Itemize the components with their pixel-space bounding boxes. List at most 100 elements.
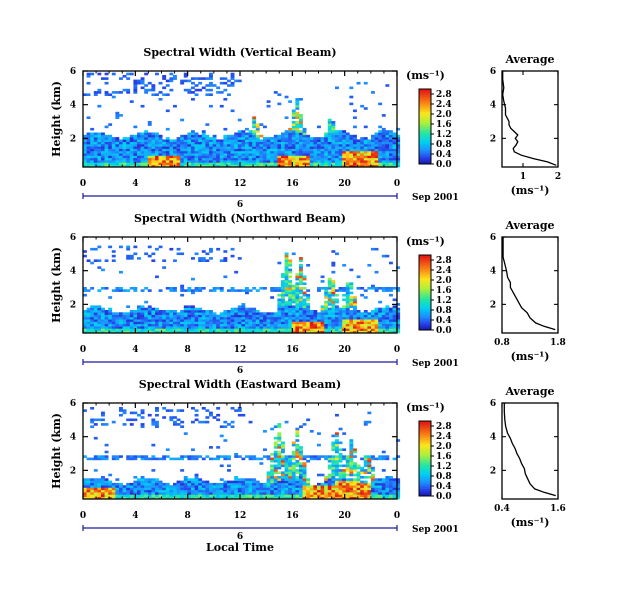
heatmap-cell (173, 75, 177, 78)
heatmap-cell (345, 314, 350, 318)
heatmap-cell (299, 323, 303, 327)
heatmap-cell (392, 141, 397, 145)
heatmap-cell (335, 310, 339, 313)
heatmap-cell (165, 160, 170, 163)
heatmap-cell (151, 134, 156, 138)
colorbar-segment (419, 132, 431, 135)
colorbar-segment (419, 315, 431, 318)
heatmap-cell (101, 321, 105, 325)
heatmap-cell (227, 319, 231, 322)
heatmap-cell (227, 494, 231, 497)
heatmap-cell (93, 418, 98, 422)
heatmap-cell (151, 457, 156, 461)
heatmap-cell (144, 162, 149, 165)
heatmap-cell (381, 148, 386, 152)
heatmap-cell (353, 450, 357, 454)
heatmap-cell (237, 312, 242, 315)
heatmap-cell (360, 326, 365, 329)
heatmap-cell (396, 314, 401, 318)
heatmap-cell (378, 314, 383, 318)
heatmap-cell (93, 487, 98, 491)
heatmap-cell (140, 416, 145, 419)
heatmap-cell (259, 457, 264, 461)
heatmap-cell (320, 326, 325, 329)
heatmap-cell (392, 487, 397, 491)
heatmap-cell (389, 487, 393, 491)
heatmap-cell (389, 139, 393, 142)
heatmap-cell (86, 153, 91, 156)
heatmap-cell (126, 77, 131, 80)
heatmap-cell (83, 250, 87, 253)
colorbar-segment (419, 281, 431, 284)
heatmap-cell (137, 81, 141, 85)
heatmap-cell (115, 485, 120, 488)
heatmap-cell (335, 300, 339, 304)
heatmap-cell (201, 139, 206, 142)
heatmap-cell (378, 492, 383, 495)
heatmap-cell (151, 418, 156, 422)
heatmap-cell (295, 139, 300, 142)
colorbar-segment (419, 288, 431, 292)
heatmap-cell (158, 482, 163, 486)
heatmap-cell (147, 150, 152, 154)
heatmap-cell (83, 314, 87, 318)
heatmap-cell (331, 132, 336, 136)
heatmap-cell (349, 326, 354, 329)
heatmap-cell (349, 291, 354, 295)
heatmap-cell (396, 455, 401, 458)
heatmap-cell (299, 162, 303, 165)
heatmap-cell (183, 312, 188, 315)
heatmap-cell (101, 77, 105, 80)
heatmap-cell (97, 312, 102, 315)
heatmap-cell (255, 310, 260, 313)
heatmap-cell (381, 489, 386, 493)
heatmap-cell (198, 487, 203, 491)
heatmap-cell (396, 134, 401, 138)
colorbar-segment (419, 290, 431, 294)
heatmap-cell (378, 150, 383, 154)
heatmap-cell (378, 102, 383, 106)
heatmap-cell (367, 287, 372, 290)
heatmap-cell (309, 157, 314, 161)
heatmap-cell (230, 148, 235, 152)
colorbar-segment (419, 270, 431, 273)
heatmap-cell (291, 155, 296, 159)
heatmap-cell (144, 153, 149, 156)
heatmap-cell (212, 144, 217, 147)
heatmap-cell (288, 321, 293, 325)
heatmap-cell (144, 314, 149, 318)
colorbar-frame (418, 254, 432, 331)
heatmap-cell (237, 307, 242, 311)
heatmap-cell (191, 164, 195, 168)
heatmap-cell (374, 314, 379, 318)
heatmap-cell (126, 489, 131, 493)
heatmap-cell (295, 471, 300, 474)
heatmap-cell (219, 289, 224, 292)
heatmap-cell (284, 307, 289, 311)
heatmap-cell (353, 134, 357, 138)
heatmap-cell (191, 305, 195, 308)
heatmap-cell (255, 489, 260, 493)
heatmap-cell (309, 321, 314, 325)
heatmap-cell (302, 277, 307, 281)
heatmap-cell (144, 455, 149, 458)
heatmap-cell (281, 464, 285, 468)
heatmap-cell (191, 146, 195, 149)
heatmap-cell (180, 144, 185, 147)
heatmap-cell (295, 141, 300, 145)
heatmap-cell (187, 150, 192, 154)
heatmap-cell (176, 155, 181, 159)
heatmap-cell (180, 314, 185, 318)
heatmap-cell (169, 310, 174, 313)
heatmap-cell (122, 489, 127, 493)
heatmap-cell (137, 155, 141, 159)
heatmap-cell (345, 326, 350, 329)
heatmap-cell (115, 487, 120, 491)
heatmap-cell (378, 148, 383, 152)
heatmap-cell (349, 330, 354, 334)
heatmap-cell (385, 494, 390, 497)
heatmap-cell (173, 153, 177, 156)
heatmap-cell (191, 328, 195, 331)
colorbar-segment (419, 421, 431, 424)
